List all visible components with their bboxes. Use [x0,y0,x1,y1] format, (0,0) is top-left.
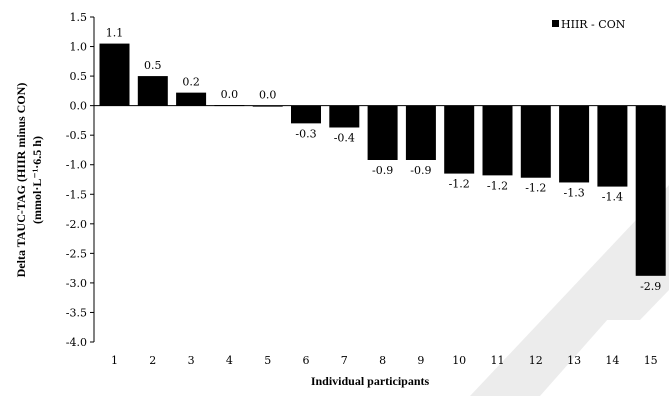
y-tick-label: -2.5 [66,247,87,260]
y-axis-title-line2: (mmol·L⁻¹·6.5 h) [30,136,44,224]
data-label: -0.3 [295,127,316,140]
x-tick-label: 13 [567,354,581,367]
bar [635,105,666,276]
x-tick-label: 6 [303,354,310,367]
bar [482,105,513,176]
data-label: -0.9 [410,164,431,177]
x-tick-label: 8 [379,354,386,367]
y-axis-title-line1: Delta TAUC-TAG (HIIR minus CON) [14,83,28,278]
x-tick-label: 12 [529,354,543,367]
data-label: 1.1 [106,27,124,40]
x-tick-label: 10 [452,354,466,367]
y-tick-label: -1.5 [66,188,87,201]
bar [291,105,321,124]
data-label: -1.4 [602,191,623,204]
x-tick-label: 5 [264,354,271,367]
bar [559,105,590,183]
y-tick-label: 1.0 [70,41,88,54]
bar [176,92,207,106]
y-tick-label: 1.5 [70,11,88,24]
x-tick-label: 2 [149,354,156,367]
x-tick-label: 11 [491,354,505,367]
x-tick-label: 14 [605,354,619,367]
data-label: -0.4 [334,132,355,145]
x-tick-label: 7 [341,354,348,367]
y-tick-label: -3.5 [66,306,87,319]
bar [444,105,475,174]
data-label: -1.2 [525,182,546,195]
bar [367,105,398,160]
y-tick-label: -3.0 [66,277,87,290]
data-label: 0.0 [221,88,239,101]
data-label: -1.2 [449,178,470,191]
x-tick-label: 4 [226,354,233,367]
x-tick-label: 1 [111,354,118,367]
plot-area: 1.5 1.0 0.5 0.0 -0.5 -1.0 -1.5 -2.0 -2.5 -3.0 -3.5… [66,11,666,367]
bar [520,105,551,178]
bar [252,105,283,107]
legend: HIIR - CON [552,18,626,31]
bar [329,105,360,128]
data-label: 0.0 [259,89,277,102]
bar [405,105,436,160]
bar [214,105,245,107]
bar [99,43,130,106]
legend-label: HIIR - CON [561,18,626,31]
y-tick-label: -1.0 [66,159,87,172]
bar [137,76,168,106]
y-tick-label: -2.0 [66,218,87,231]
data-label: -0.9 [372,164,393,177]
x-tick-label: 9 [417,354,424,367]
data-label: 0.2 [182,76,200,89]
y-tick-label: 0.0 [70,100,88,113]
legend-swatch [552,20,559,27]
data-label: -2.9 [640,280,661,293]
y-tick-label: -0.5 [66,129,87,142]
y-tick-label: 0.5 [70,70,88,83]
x-tick-label: 3 [188,354,195,367]
bar [597,105,628,187]
data-label: -1.3 [563,186,584,199]
data-label: 0.5 [144,59,162,72]
x-tick-label: 15 [644,354,658,367]
data-label: -1.2 [487,179,508,192]
y-tick-label: -4.0 [66,336,87,349]
x-axis-title: Individual participants [311,374,430,388]
